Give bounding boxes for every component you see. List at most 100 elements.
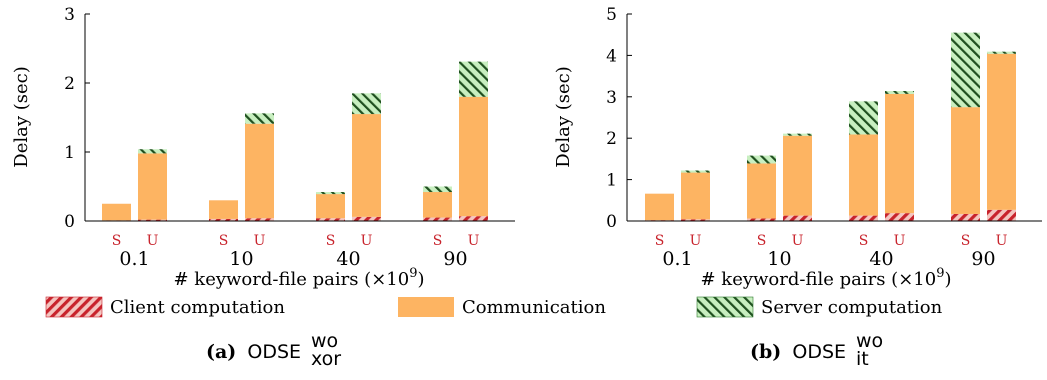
bar-server <box>352 93 381 115</box>
y-tick-label: 3 <box>606 88 617 108</box>
bar-server <box>245 113 274 124</box>
bar-client <box>138 219 167 221</box>
bar-server <box>885 91 914 94</box>
x-tick-label: 90 <box>443 248 467 270</box>
caption-sub: it <box>856 348 869 370</box>
y-tick-label: 1 <box>64 143 75 163</box>
bar-server <box>423 186 452 193</box>
svg-text:(b) ODSE: (b) ODSE <box>750 341 846 363</box>
bar-client <box>352 216 381 221</box>
x-tick-label: 0.1 <box>662 248 692 270</box>
bar-server <box>747 155 776 164</box>
bar-client <box>747 218 776 221</box>
bar-server <box>316 192 345 195</box>
bar-communication <box>681 172 710 220</box>
bar-label: S <box>433 233 443 249</box>
caption-name: ODSE <box>247 341 301 363</box>
caption-tag: (a) <box>206 341 236 363</box>
bar-label: U <box>147 233 159 249</box>
x-tick-label: 10 <box>767 248 791 270</box>
caption-name: ODSE <box>792 341 846 363</box>
legend-label-communication: Communication <box>462 297 606 318</box>
bar-label: U <box>792 233 804 249</box>
bar-label: U <box>996 233 1008 249</box>
bar-label: U <box>254 233 266 249</box>
bar-communication <box>987 53 1016 210</box>
x-tick-label: 10 <box>229 248 253 270</box>
y-axis-label: Delay (sec) <box>553 66 574 167</box>
svg-text:(a) ODSE: (a) ODSE <box>206 341 301 363</box>
bar-server <box>138 149 167 154</box>
caption-tag: (b) <box>750 341 781 363</box>
bar-server <box>459 61 488 97</box>
bar-communication <box>645 193 674 221</box>
caption-a: (a) ODSE wo xor <box>206 330 341 370</box>
bar-server <box>681 170 710 173</box>
bar-communication <box>423 192 452 218</box>
bar-communication <box>102 203 131 221</box>
bar-server <box>951 32 980 108</box>
y-tick-label: 1 <box>606 171 617 191</box>
bar-client <box>209 218 238 221</box>
bar-client <box>951 213 980 221</box>
bar-communication <box>783 135 812 216</box>
bar-client <box>885 213 914 221</box>
legend: Client computation Communication Server … <box>45 296 943 318</box>
bar-label: S <box>757 233 767 249</box>
y-tick-label: 0 <box>64 212 75 232</box>
x-tick-label: 0.1 <box>119 248 149 270</box>
bar-label: S <box>112 233 122 249</box>
bar-communication <box>747 163 776 219</box>
y-tick-label: 2 <box>64 74 75 94</box>
bar-client <box>783 215 812 221</box>
legend-swatch-communication <box>398 297 454 317</box>
x-tick-label: 40 <box>336 248 360 270</box>
bar-client <box>459 216 488 221</box>
bar-communication <box>316 194 345 219</box>
bar-label: S <box>859 233 869 249</box>
bar-communication <box>209 200 238 219</box>
bar-client <box>423 217 452 221</box>
bar-label: U <box>361 233 373 249</box>
bar-client <box>987 209 1016 221</box>
bar-label: U <box>690 233 702 249</box>
y-tick-label: 2 <box>606 129 617 149</box>
y-tick-label: 3 <box>64 5 75 25</box>
bar-client <box>245 218 274 221</box>
caption-b: (b) ODSE wo it <box>750 330 883 370</box>
bar-communication <box>459 96 488 217</box>
bar-server <box>849 101 878 135</box>
legend-label-server: Server computation <box>761 297 943 318</box>
bar-label: U <box>894 233 906 249</box>
caption-sup: wo <box>856 330 883 352</box>
x-tick-label: 40 <box>869 248 893 270</box>
bar-client <box>681 219 710 221</box>
bar-communication <box>352 114 381 217</box>
bar-client <box>849 215 878 221</box>
bar-communication <box>849 134 878 216</box>
bar-label: S <box>326 233 336 249</box>
bar-communication <box>951 107 980 214</box>
caption-sup: wo <box>311 330 338 352</box>
bar-server <box>987 51 1016 54</box>
bar-label: U <box>468 233 480 249</box>
legend-swatch-server <box>696 296 754 318</box>
bar-communication <box>885 93 914 214</box>
bar-communication <box>245 123 274 219</box>
bar-server <box>783 133 812 136</box>
y-tick-label: 4 <box>606 46 617 66</box>
y-tick-label: 0 <box>606 212 617 232</box>
x-axis-label: # keyword-file pairs (×109) <box>173 266 424 290</box>
bar-label: S <box>961 233 971 249</box>
caption-sub: xor <box>311 348 341 370</box>
legend-label-client: Client computation <box>110 297 285 318</box>
bar-client <box>316 218 345 221</box>
bar-label: S <box>655 233 665 249</box>
bar-label: S <box>219 233 229 249</box>
legend-swatch-client <box>45 296 103 318</box>
x-tick-label: 90 <box>971 248 995 270</box>
bar-communication <box>138 153 167 220</box>
